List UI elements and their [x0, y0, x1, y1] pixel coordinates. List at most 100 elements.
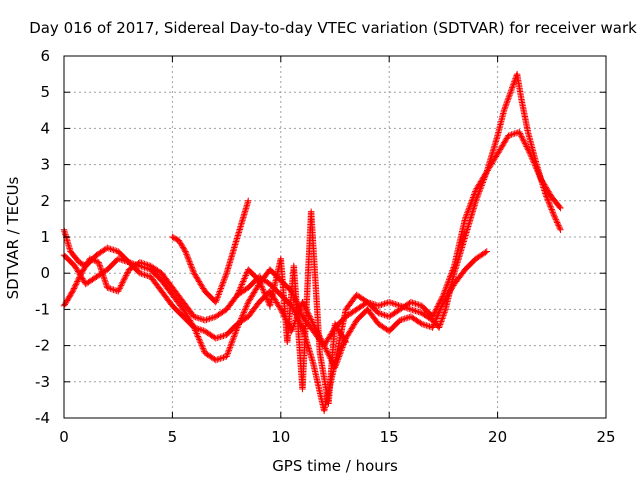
- data-point: [441, 307, 449, 315]
- data-point: [437, 319, 444, 327]
- data-point: [238, 281, 246, 288]
- data-point: [216, 288, 223, 295]
- y-tick-label: -2: [35, 337, 50, 355]
- data-point: [193, 325, 201, 332]
- data-point: [182, 248, 189, 255]
- data-point: [193, 330, 200, 337]
- data-point: [102, 280, 110, 287]
- data-point: [121, 275, 128, 282]
- data-point: [381, 300, 388, 307]
- data-point: [69, 288, 76, 295]
- data-point: [214, 292, 222, 300]
- data-point: [557, 204, 564, 212]
- data-point: [144, 272, 151, 279]
- data-point: [196, 337, 204, 345]
- data-point: [556, 225, 564, 232]
- data-point: [379, 301, 387, 308]
- data-point: [332, 362, 339, 369]
- data-point: [187, 262, 195, 270]
- data-point: [197, 315, 204, 322]
- data-point: [239, 279, 246, 287]
- data-point: [229, 338, 236, 345]
- data-point: [323, 346, 330, 354]
- data-point: [398, 316, 405, 323]
- data-point: [189, 267, 197, 274]
- data-point: [228, 339, 235, 346]
- series-track-e: [234, 208, 350, 407]
- data-point: [412, 307, 419, 315]
- data-point: [142, 272, 150, 279]
- data-point: [194, 331, 201, 339]
- data-point: [255, 277, 263, 284]
- data-point: [443, 282, 451, 289]
- data-point: [517, 131, 524, 139]
- data-point: [507, 87, 515, 94]
- data-point: [177, 240, 184, 247]
- data-point: [217, 285, 225, 292]
- data-point: [218, 333, 226, 340]
- data-point: [446, 274, 453, 282]
- data-point: [220, 332, 227, 339]
- data-point: [444, 279, 452, 286]
- x-tick-label: 25: [596, 428, 615, 446]
- data-point: [545, 199, 552, 206]
- data-point: [448, 268, 456, 276]
- data-point: [105, 284, 113, 292]
- data-point: [120, 276, 128, 283]
- data-point: [277, 306, 284, 313]
- data-point: [261, 290, 269, 298]
- data-point: [547, 203, 554, 210]
- data-point: [193, 314, 201, 321]
- x-tick-label: 0: [59, 428, 69, 446]
- data-point: [378, 301, 385, 308]
- data-point: [240, 309, 248, 316]
- data-point: [524, 146, 532, 153]
- data-point: [449, 267, 456, 274]
- data-point: [72, 281, 80, 288]
- data-point: [307, 314, 314, 322]
- axis-ticks: 0 5 10 15 20 25 -4 -3 -2 -1 0 1 2 3 4 5 6: [35, 47, 616, 446]
- data-point: [190, 324, 198, 331]
- chart-title: Day 016 of 2017, Sidereal Day-to-day VTE…: [29, 19, 637, 37]
- data-point: [262, 292, 269, 299]
- data-point: [225, 348, 232, 356]
- data-point: [200, 346, 207, 354]
- data-point: [220, 354, 227, 361]
- data-point: [218, 283, 225, 291]
- y-tick-label: 5: [40, 83, 50, 101]
- data-point: [236, 285, 244, 293]
- data-point: [433, 313, 441, 321]
- data-point: [105, 245, 113, 252]
- data-point: [532, 163, 540, 171]
- data-point: [506, 92, 513, 99]
- data-point: [203, 316, 210, 323]
- data-point: [217, 355, 224, 362]
- data-point: [535, 169, 542, 177]
- data-point: [198, 342, 205, 349]
- data-point: [227, 342, 234, 349]
- data-point: [230, 333, 238, 340]
- data-point: [219, 280, 226, 288]
- y-axis-label: SDTVAR / TECUs: [4, 176, 22, 299]
- data-point: [122, 273, 129, 281]
- data-point: [241, 275, 248, 282]
- data-point: [229, 336, 237, 343]
- data-point: [218, 354, 226, 362]
- data-point: [136, 270, 144, 277]
- data-point: [506, 90, 514, 97]
- data-point: [124, 269, 131, 276]
- data-point: [221, 274, 229, 281]
- data-point: [68, 289, 76, 296]
- data-point: [118, 256, 125, 263]
- data-point: [508, 85, 515, 93]
- data-point: [178, 242, 186, 250]
- data-point: [376, 302, 384, 309]
- data-point: [389, 299, 396, 307]
- data-point: [212, 298, 219, 306]
- data-point: [543, 194, 551, 202]
- data-point: [431, 318, 439, 325]
- data-point: [519, 136, 527, 143]
- data-point: [214, 294, 221, 301]
- data-point: [551, 213, 558, 220]
- data-point: [237, 284, 244, 291]
